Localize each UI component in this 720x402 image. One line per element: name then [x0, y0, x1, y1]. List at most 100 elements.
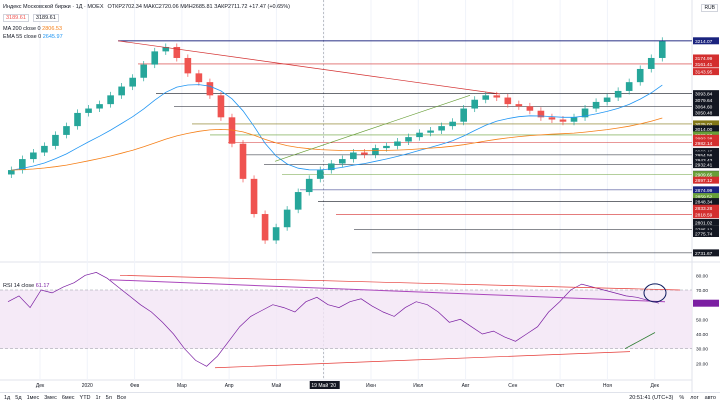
price-level-label: 2818.59 — [695, 213, 713, 219]
buy-price[interactable]: 3189.61 — [32, 14, 59, 22]
candle-body — [129, 77, 136, 87]
candle-body — [162, 46, 170, 52]
range-5y[interactable]: 5л — [105, 394, 112, 401]
rsi-trendline-purple — [109, 279, 666, 303]
candles — [8, 37, 666, 244]
range-ytd[interactable]: YTD — [79, 394, 91, 401]
price-level-label: 2897.12 — [695, 178, 713, 184]
x-tick-label: 2020 — [82, 383, 93, 389]
range-3m[interactable]: 3мес — [44, 394, 57, 401]
x-tick-label: Апр — [225, 383, 234, 389]
ma200-legend[interactable]: MA 200 close 0 2806.53 — [3, 26, 62, 32]
candle-body — [405, 137, 412, 142]
x-tick-label: Фев — [130, 383, 140, 389]
candle-body — [283, 209, 291, 228]
symbol-title[interactable]: Индекс Московской биржи · 1Д · MOEX — [3, 4, 104, 10]
price-level-tag — [693, 109, 719, 117]
price-level-tag — [693, 229, 719, 237]
rsi-legend[interactable]: RSI 14 close 61.17 — [3, 283, 49, 289]
chart-header: Индекс Московской биржи · 1Д · MOEX ОТКР… — [3, 4, 290, 10]
ema55-value: 2645.97 — [42, 34, 63, 40]
price-level-label: 2859.52 — [695, 195, 713, 201]
candle-body — [272, 227, 280, 241]
candle-body — [294, 192, 302, 210]
price-level-label: 3174.99 — [695, 56, 713, 62]
annotation-circle — [643, 283, 667, 303]
price-level-label: 2801.02 — [695, 220, 713, 226]
candle-body — [52, 134, 59, 146]
x-tick-label: Июн — [366, 383, 376, 389]
candle-body — [195, 73, 203, 83]
ema55-label: EMA 55 close 0 — [3, 34, 42, 40]
rsi-axis-label: 80.00 — [696, 273, 708, 279]
price-boxes: 3189.61 3189.61 — [3, 14, 59, 22]
candle-body — [184, 57, 192, 74]
x-tick-label: Ноя — [603, 383, 612, 389]
x-tick-label: Авг — [462, 383, 470, 389]
price-level-label: 3079.64 — [695, 98, 713, 104]
price-level-label: 3025.02 — [695, 122, 713, 128]
candle-body — [96, 104, 103, 109]
price-level-label: 3064.60 — [695, 105, 713, 111]
price-level-tag — [693, 186, 719, 194]
price-level-tag — [693, 171, 719, 179]
currency-label[interactable]: RUB — [701, 4, 718, 12]
candle-body — [537, 110, 545, 118]
price-level-label: 2982.14 — [695, 141, 713, 147]
ema55-line — [11, 84, 663, 171]
candle-body — [570, 117, 578, 122]
price-level-tag — [693, 176, 719, 184]
range-1d[interactable]: 1д — [4, 394, 11, 401]
range-1y[interactable]: 1г — [95, 394, 101, 401]
candle-body — [614, 90, 622, 98]
rsi-axis-label: 30.00 — [696, 347, 708, 353]
candle-body — [383, 145, 390, 149]
price-level-label: 2731.67 — [695, 251, 713, 257]
auto-toggle[interactable]: авто — [704, 394, 716, 401]
candle-body — [118, 86, 125, 96]
price-level-tag — [693, 161, 719, 169]
candle-body — [339, 159, 346, 164]
price-level-tag — [693, 125, 719, 133]
candle-body — [658, 40, 666, 58]
candle-body — [30, 152, 37, 160]
clock[interactable]: 20:51:41 (UTC+3) — [629, 394, 674, 401]
range-all[interactable]: Все — [116, 394, 127, 401]
log-toggle[interactable]: лог — [690, 394, 699, 401]
price-level-tag — [693, 249, 719, 257]
chart-canvas[interactable]: Дек 2020 Фев Мар Апр Май 19 Май '20 Июн Июл Авг Се… — [0, 0, 720, 392]
rsi-band — [0, 290, 692, 349]
candle-body — [603, 97, 611, 102]
candle-body — [140, 64, 148, 78]
sell-price[interactable]: 3189.61 — [3, 14, 29, 22]
ma200-label: MA 200 close 0 — [3, 26, 41, 32]
bottom-toolbar: 1д 5д 1мес 3мес 6мес YTD 1г 5л Все 20:51… — [0, 392, 720, 402]
candle-body — [85, 108, 92, 113]
candle-body — [206, 82, 214, 96]
price-level-label: 3014.00 — [695, 127, 713, 133]
price-level-tag — [693, 211, 719, 219]
rsi-axis-label: 20.00 — [696, 361, 708, 367]
candle-body — [250, 178, 258, 215]
candle-body — [427, 130, 434, 133]
ema55-legend[interactable]: EMA 55 close 0 2645.97 — [3, 34, 63, 40]
candle-body — [625, 82, 633, 91]
price-trendline — [117, 40, 501, 95]
price-level-tag — [693, 103, 719, 111]
range-6m[interactable]: 6мес — [61, 394, 75, 401]
rsi-axis-label: 40.00 — [696, 332, 708, 338]
candle-body — [548, 117, 556, 120]
candle-body — [438, 126, 445, 131]
candle-body — [361, 152, 368, 155]
ohlc-values: ОТКР2702.34 МАКС2720.06 МИН2685.81 ЗАКР2… — [107, 4, 290, 10]
x-tick-label: Окт — [556, 383, 565, 389]
candle-body — [449, 121, 456, 127]
price-level-label: 3214.07 — [695, 39, 713, 45]
candle-body — [460, 108, 467, 122]
percent-toggle[interactable]: % — [679, 394, 685, 401]
price-level-tag — [693, 193, 719, 201]
price-level-tag — [693, 96, 719, 104]
range-5d[interactable]: 5д — [15, 394, 22, 401]
candle-body — [327, 163, 335, 171]
range-1m[interactable]: 1мес — [26, 394, 40, 401]
